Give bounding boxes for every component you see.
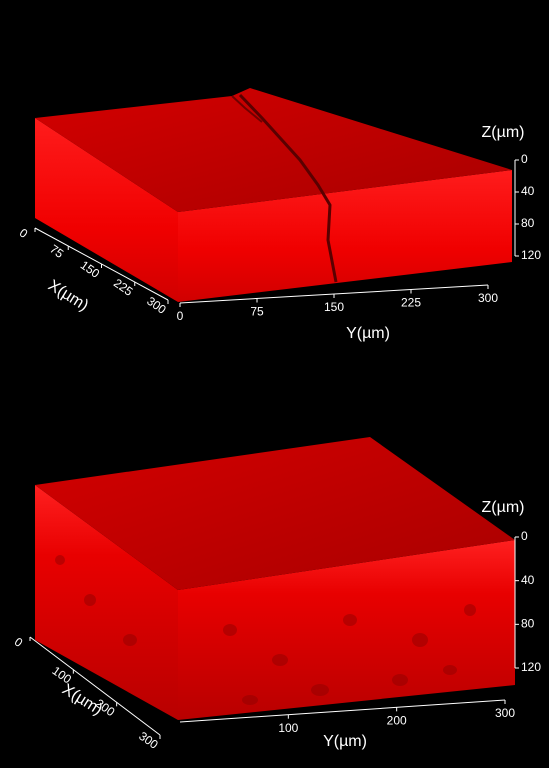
axis-title: Z(µm) — [482, 499, 525, 516]
tick-label: 80 — [521, 216, 535, 230]
tick-label: 200 — [387, 714, 407, 728]
tick-label: 0 — [12, 635, 26, 650]
axis-line — [29, 636, 161, 736]
tick-label: 300 — [478, 291, 498, 305]
tick-label: 225 — [111, 276, 136, 299]
tick-label: 80 — [521, 617, 535, 631]
tick-label: 150 — [324, 300, 344, 314]
tick-label: 40 — [521, 184, 535, 198]
tick-label: 0 — [521, 529, 528, 543]
tick-label: 75 — [47, 242, 66, 261]
axis-title: Z(µm) — [482, 124, 525, 141]
tick-label: 120 — [521, 248, 541, 262]
tick-label: 0 — [521, 152, 528, 166]
tick-label: 300 — [144, 294, 169, 317]
tick-label: 100 — [278, 721, 298, 735]
tick-label: 120 — [521, 660, 541, 674]
tick-label: 300 — [495, 706, 515, 720]
block-cracked — [35, 88, 512, 302]
tick-label: 40 — [521, 573, 535, 587]
tick-label: 0 — [17, 226, 31, 241]
tick-label: 75 — [250, 305, 264, 319]
axis-title: X(µm) — [59, 681, 105, 719]
tick-label: 0 — [177, 309, 184, 323]
tick-label: 150 — [78, 258, 103, 281]
axis-title: X(µm) — [45, 277, 91, 315]
tick-label: 225 — [401, 296, 421, 310]
axis-title: Y(µm) — [346, 325, 390, 342]
axis-line — [179, 699, 506, 723]
axis-title: Y(µm) — [323, 733, 367, 750]
block-intact — [35, 437, 515, 720]
